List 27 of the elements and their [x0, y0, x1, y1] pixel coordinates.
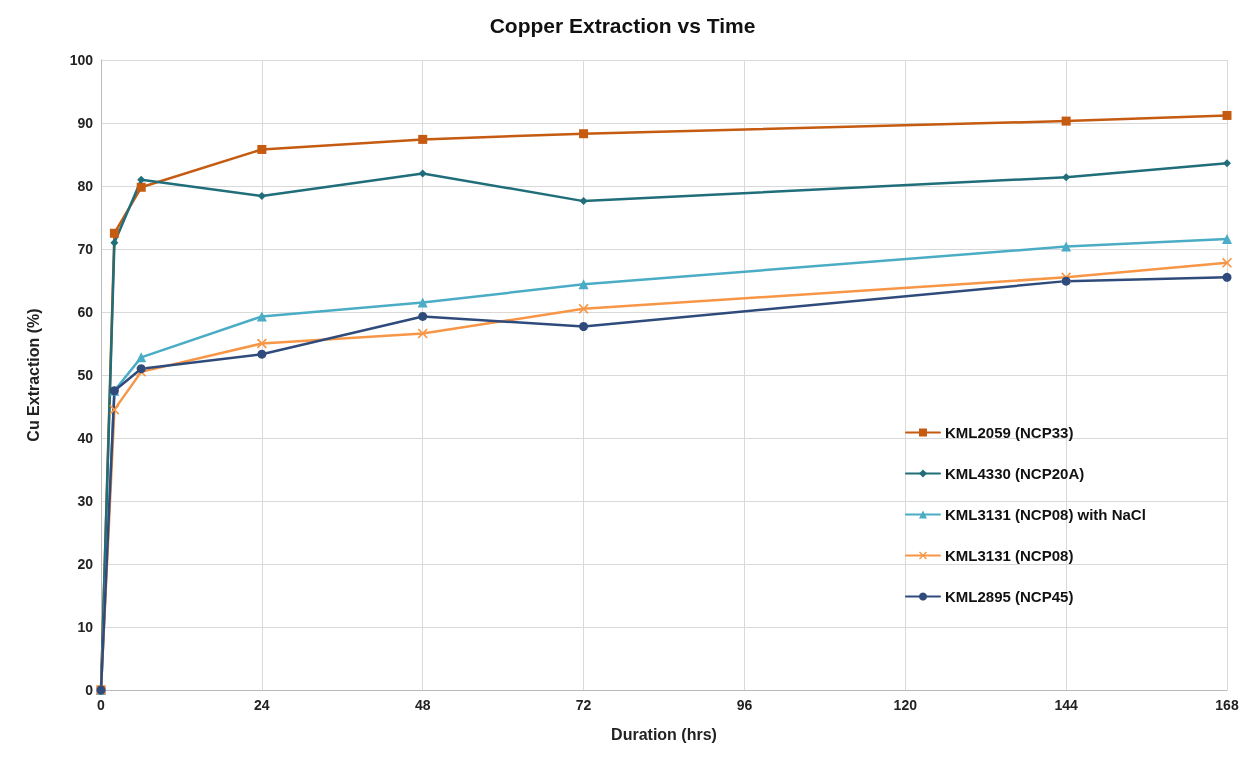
x-tick-label: 144 — [1054, 697, 1079, 713]
x-tick-label: 120 — [893, 697, 918, 713]
y-tick-label: 40 — [77, 430, 94, 446]
legend-label: KML2059 (NCP33) — [945, 424, 1074, 441]
y-tick-label: 90 — [77, 115, 94, 131]
y-tick-label: 80 — [77, 178, 94, 194]
legend-label: KML3131 (NCP08) — [945, 547, 1074, 564]
y-tick-label: 10 — [77, 619, 94, 635]
y-tick-label: 20 — [77, 556, 94, 572]
x-tick-label: 96 — [736, 697, 753, 713]
x-tick-label: 0 — [97, 697, 106, 713]
y-tick-label: 30 — [77, 493, 94, 509]
y-tick-label: 0 — [85, 682, 94, 698]
chart-title: Copper Extraction vs Time — [489, 14, 756, 37]
x-tick-label: 48 — [414, 697, 431, 713]
y-axis-title: Cu Extraction (%) — [24, 308, 42, 442]
x-tick-label: 24 — [254, 697, 270, 713]
legend-label: KML3131 (NCP08) with NaCl — [945, 506, 1146, 523]
y-tick-label: 50 — [77, 367, 94, 383]
legend-label: KML4330 (NCP20A) — [945, 465, 1085, 482]
legend-label: KML2895 (NCP45) — [945, 588, 1074, 605]
y-tick-label: 60 — [77, 304, 94, 320]
y-tick-label: 100 — [69, 52, 94, 68]
x-axis-title: Duration (hrs) — [611, 725, 717, 743]
x-tick-label: 72 — [575, 697, 592, 713]
x-tick-label: 168 — [1215, 697, 1239, 713]
y-tick-label: 70 — [77, 241, 94, 257]
